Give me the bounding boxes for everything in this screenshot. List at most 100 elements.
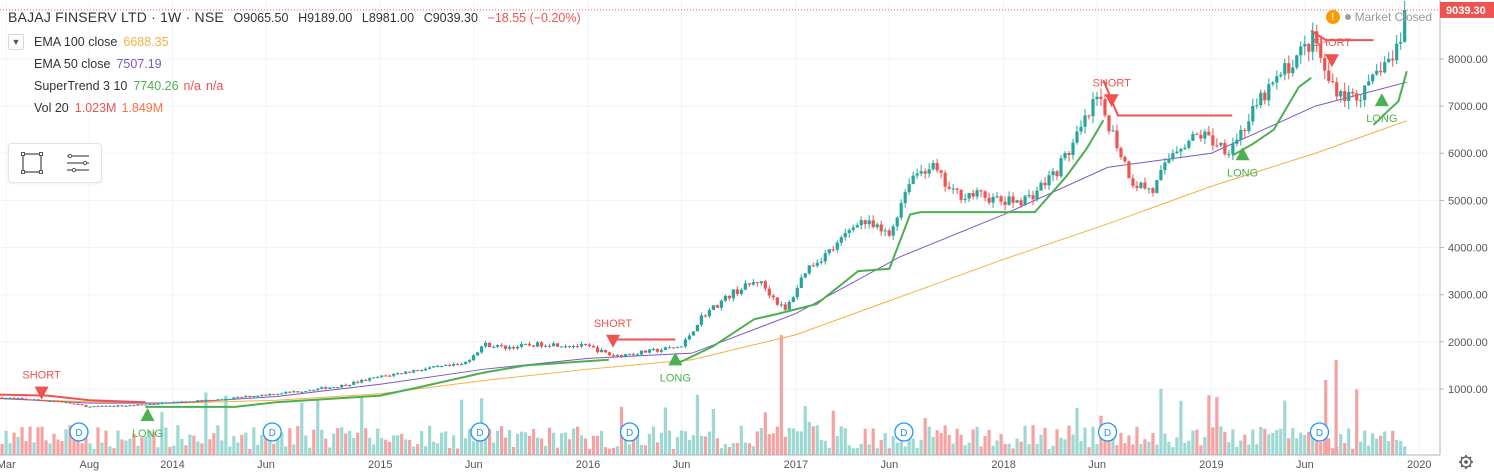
- symbol-title[interactable]: BAJAJ FINSERV LTD · 1W · NSE: [8, 9, 224, 25]
- volume-bar: [819, 440, 823, 455]
- candle-body: [288, 391, 292, 393]
- candle-body: [927, 169, 931, 174]
- candle-body: [1375, 70, 1379, 75]
- volume-bar: [491, 442, 496, 455]
- volume-bar: [923, 418, 927, 455]
- volume-bar: [1247, 444, 1251, 455]
- dividend-marker[interactable]: [470, 422, 490, 442]
- volume-bar: [84, 431, 88, 455]
- volume-bar: [472, 441, 476, 455]
- candle-body: [703, 315, 707, 317]
- candle-body: [424, 368, 428, 371]
- candle-body: [607, 352, 612, 356]
- legend-supertrend[interactable]: SuperTrend 3 10 7740.26 n/a n/a: [8, 75, 228, 97]
- candle-body: [208, 400, 212, 402]
- volume-bar: [1263, 428, 1267, 455]
- volume-bar: [1351, 448, 1355, 455]
- volume-bar: [547, 427, 552, 455]
- volume-bar: [1155, 444, 1159, 455]
- candle-body: [1383, 62, 1387, 73]
- dividend-marker[interactable]: [1097, 422, 1118, 442]
- candle-body: [943, 172, 947, 187]
- volume-bar: [116, 430, 120, 455]
- long-signal-arrow: [1374, 93, 1389, 107]
- volume-bar: [100, 442, 104, 455]
- candle-body: [527, 343, 532, 346]
- dividend-marker[interactable]: [1309, 422, 1330, 442]
- volume-bar: [104, 430, 108, 455]
- dividend-marker[interactable]: [262, 422, 282, 442]
- volume-bar: [204, 392, 208, 455]
- volume-spike-bar: [1324, 380, 1328, 455]
- dividend-marker[interactable]: [69, 422, 89, 442]
- candle-body: [116, 405, 120, 407]
- volume-bar: [368, 437, 372, 455]
- list-tool-icon[interactable]: [64, 150, 92, 176]
- candle-body: [843, 232, 847, 238]
- volume-bar: [248, 448, 252, 455]
- gear-icon[interactable]: [1459, 455, 1473, 469]
- candle-body: [452, 363, 456, 366]
- candle-body: [172, 401, 176, 404]
- volume-bar: [799, 431, 803, 455]
- candle-body: [867, 220, 871, 225]
- candle-body: [16, 397, 20, 399]
- candle-body: [739, 289, 743, 294]
- chevron-down-icon[interactable]: ▼: [8, 34, 24, 50]
- volume-bar: [184, 445, 188, 455]
- market-status[interactable]: ! Market Closed: [1325, 10, 1432, 24]
- legend-volume[interactable]: Vol 20 1.023M 1.849M: [8, 97, 228, 119]
- candle-body: [1387, 58, 1391, 63]
- volume-bar: [436, 443, 440, 455]
- candle-body: [1343, 91, 1347, 101]
- candle-body: [995, 196, 999, 198]
- candle-body: [1243, 129, 1247, 132]
- dividend-marker[interactable]: [619, 422, 640, 442]
- candle-body: [983, 191, 987, 198]
- volume-bar: [667, 430, 672, 455]
- candle-body: [495, 345, 500, 347]
- dividend-marker[interactable]: [894, 422, 914, 442]
- volume-bar: [787, 427, 791, 455]
- candle-body: [4, 397, 8, 399]
- volume-bar: [735, 442, 739, 455]
- volume-bar: [92, 448, 96, 455]
- candle-body: [468, 360, 472, 362]
- volume-bar: [907, 434, 911, 455]
- candle-body: [160, 402, 164, 404]
- legend-ema100[interactable]: ▼ EMA 100 close 6688.35: [8, 31, 228, 53]
- candle-body: [975, 190, 979, 197]
- candle-body: [1295, 55, 1299, 68]
- candle-body: [1163, 162, 1167, 171]
- candle-body: [691, 331, 695, 336]
- candle-body: [783, 304, 787, 310]
- volume-bar: [236, 442, 240, 455]
- candle-body: [883, 230, 887, 232]
- volume-bar: [499, 426, 504, 455]
- warning-icon[interactable]: !: [1325, 10, 1340, 24]
- volume-bar: [639, 445, 644, 455]
- candle-body: [1235, 139, 1239, 144]
- volume-bar: [1211, 427, 1215, 455]
- candle-body: [879, 224, 883, 232]
- candle-body: [1391, 58, 1395, 61]
- volume-bar: [1219, 426, 1223, 455]
- short-signal-label: SHORT: [22, 370, 61, 382]
- candle-body: [308, 390, 312, 392]
- volume-bar: [1307, 431, 1311, 455]
- rectangle-tool-icon[interactable]: [19, 150, 45, 176]
- candle-body: [807, 265, 811, 274]
- candle-body: [60, 401, 64, 403]
- volume-bar: [1251, 429, 1255, 455]
- candle-body: [895, 217, 899, 227]
- volume-bar: [599, 430, 604, 455]
- candle-body: [48, 401, 52, 403]
- candle-body: [44, 400, 48, 402]
- volume-bar: [1119, 432, 1123, 455]
- candle-body: [344, 384, 348, 386]
- legend-ema50[interactable]: EMA 50 close 7507.19: [8, 53, 228, 75]
- volume-bar: [875, 448, 879, 455]
- volume-bar: [96, 427, 100, 455]
- chart-grid: [0, 0, 1440, 455]
